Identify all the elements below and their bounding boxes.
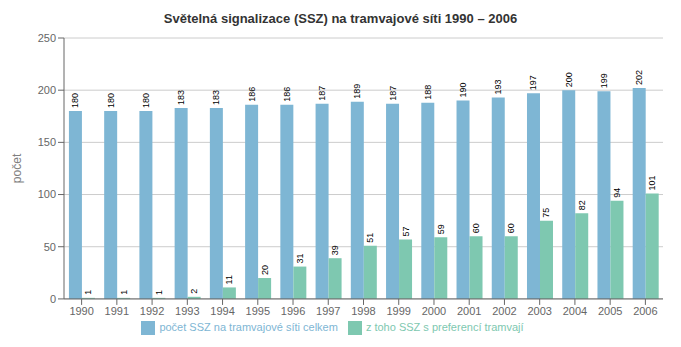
svg-text:1993: 1993 bbox=[175, 305, 199, 317]
svg-text:1999: 1999 bbox=[386, 305, 410, 317]
svg-text:51: 51 bbox=[365, 233, 375, 243]
svg-text:1990: 1990 bbox=[69, 305, 93, 317]
svg-text:2001: 2001 bbox=[457, 305, 481, 317]
svg-text:20: 20 bbox=[260, 265, 270, 275]
svg-text:57: 57 bbox=[401, 226, 411, 236]
svg-text:1991: 1991 bbox=[105, 305, 129, 317]
svg-text:190: 190 bbox=[458, 83, 468, 98]
svg-text:1992: 1992 bbox=[140, 305, 164, 317]
svg-text:199: 199 bbox=[599, 73, 609, 88]
svg-text:11: 11 bbox=[224, 275, 234, 284]
svg-text:186: 186 bbox=[247, 87, 257, 102]
svg-text:202: 202 bbox=[634, 70, 644, 85]
svg-text:188: 188 bbox=[423, 85, 433, 100]
svg-text:1997: 1997 bbox=[316, 305, 340, 317]
svg-text:2002: 2002 bbox=[492, 305, 516, 317]
svg-text:101: 101 bbox=[647, 175, 657, 190]
svg-text:31: 31 bbox=[295, 254, 305, 264]
svg-text:39: 39 bbox=[330, 245, 340, 255]
svg-text:60: 60 bbox=[471, 223, 481, 233]
html-text:počet SSZ na tramvajové síti c: počet SSZ na tramvajové síti celkem bbox=[159, 320, 338, 333]
svg-text:0: 0 bbox=[50, 293, 56, 305]
svg-text:1994: 1994 bbox=[210, 305, 234, 317]
svg-text:150: 150 bbox=[38, 136, 56, 148]
svg-text:200: 200 bbox=[564, 72, 574, 87]
svg-text:100: 100 bbox=[38, 188, 56, 200]
svg-text:2: 2 bbox=[189, 289, 199, 294]
svg-text:183: 183 bbox=[176, 90, 186, 105]
svg-text:187: 187 bbox=[388, 86, 398, 101]
svg-text:59: 59 bbox=[436, 224, 446, 234]
svg-text:180: 180 bbox=[70, 93, 80, 108]
svg-text:1: 1 bbox=[154, 290, 164, 295]
svg-text:1996: 1996 bbox=[281, 305, 305, 317]
svg-text:50: 50 bbox=[44, 241, 56, 253]
svg-text:2000: 2000 bbox=[422, 305, 446, 317]
svg-text:187: 187 bbox=[317, 86, 327, 101]
svg-text:197: 197 bbox=[528, 75, 538, 90]
svg-text:60: 60 bbox=[506, 223, 516, 233]
html-text:z toho SSZ s preferencí tramva: z toho SSZ s preferencí tramvají bbox=[365, 320, 524, 333]
svg-text:180: 180 bbox=[106, 93, 116, 108]
svg-text:2003: 2003 bbox=[527, 305, 551, 317]
html-text:Světelná signalizace (SSZ) na: Světelná signalizace (SSZ) na tramvajové… bbox=[163, 11, 518, 26]
svg-text:1998: 1998 bbox=[351, 305, 375, 317]
svg-text:2005: 2005 bbox=[598, 305, 622, 317]
svg-text:183: 183 bbox=[211, 90, 221, 105]
svg-text:193: 193 bbox=[493, 79, 503, 94]
svg-text:180: 180 bbox=[141, 93, 151, 108]
svg-text:2004: 2004 bbox=[563, 305, 587, 317]
svg-text:1995: 1995 bbox=[246, 305, 270, 317]
svg-text:186: 186 bbox=[282, 87, 292, 102]
svg-text:82: 82 bbox=[577, 200, 587, 210]
svg-text:počet: počet bbox=[10, 153, 24, 183]
svg-text:189: 189 bbox=[352, 84, 362, 99]
svg-text:250: 250 bbox=[38, 32, 56, 44]
svg-text:1: 1 bbox=[119, 290, 129, 295]
svg-text:94: 94 bbox=[612, 188, 622, 198]
svg-text:1: 1 bbox=[83, 290, 93, 295]
svg-text:200: 200 bbox=[38, 84, 56, 96]
svg-text:75: 75 bbox=[541, 208, 551, 218]
svg-text:2006: 2006 bbox=[633, 305, 657, 317]
